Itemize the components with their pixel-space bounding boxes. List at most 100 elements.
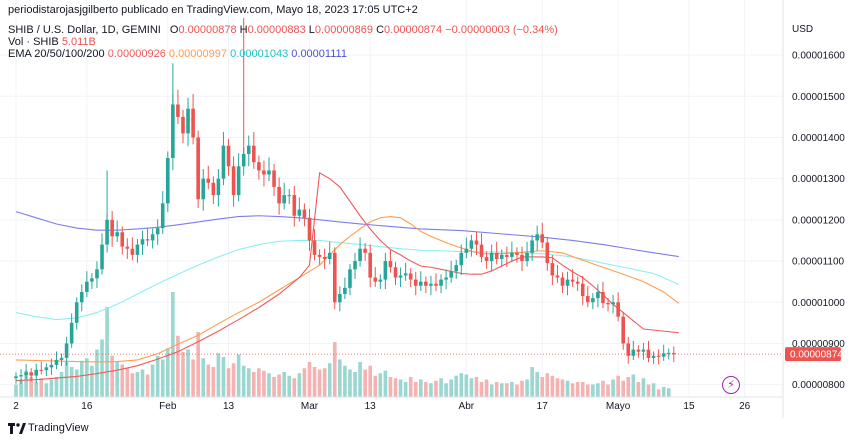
candle-body <box>39 369 44 371</box>
candle-body <box>494 252 499 259</box>
candle-body <box>252 145 256 163</box>
volume-bar <box>191 359 195 397</box>
volume-bar <box>110 355 114 397</box>
close-value: 0.00000874 <box>384 24 443 36</box>
volume-bar <box>373 375 378 397</box>
volume-label[interactable]: Vol · SHIB <box>8 36 59 48</box>
x-tick-label: 2 <box>13 401 19 412</box>
candle-body <box>585 296 590 303</box>
symbol-name[interactable]: SHIB / U.S. Dollar, 1D, GEMINI <box>8 24 161 36</box>
candle-body <box>555 275 560 278</box>
candle-body <box>449 271 453 278</box>
candle-body <box>596 291 600 299</box>
flash-icon[interactable]: ⚡ <box>722 376 740 394</box>
candle-body <box>246 145 251 154</box>
volume-bar <box>434 380 438 397</box>
candle-body <box>651 355 656 358</box>
candle-body <box>24 372 28 376</box>
volume-bar <box>145 374 150 397</box>
candle-body <box>373 277 378 282</box>
volume-bar <box>626 377 631 397</box>
tradingview-brand[interactable]: TradingView <box>28 422 89 434</box>
open-value: 0.00000878 <box>178 24 237 36</box>
ema-label[interactable]: EMA 20/50/100/200 <box>8 48 105 60</box>
candle-body <box>474 240 479 245</box>
volume-bar <box>459 373 464 397</box>
open-label: O <box>169 24 179 36</box>
change-value: −0.00000003 (−0.34%) <box>445 24 558 36</box>
volume-bar <box>393 378 398 397</box>
volume-bar <box>413 382 418 397</box>
volume-bar <box>49 379 54 397</box>
candlesticks <box>0 18 783 384</box>
volume-bar <box>646 384 651 397</box>
x-tick-label: Mar <box>301 401 319 412</box>
tradingview-logo-icon <box>8 423 26 434</box>
candle-body <box>535 234 539 241</box>
candle-body <box>287 195 292 197</box>
candle-body <box>510 252 514 257</box>
volume-bar <box>565 380 570 397</box>
candle-body <box>601 291 605 304</box>
candle-body <box>64 343 69 358</box>
volume-bar <box>469 378 474 397</box>
volume-bar <box>216 353 221 397</box>
volume-bar <box>241 365 246 397</box>
candle-body <box>413 279 418 286</box>
volume-bar <box>343 365 347 397</box>
candle-body <box>29 372 33 376</box>
volume-bar <box>479 382 484 397</box>
candle-body <box>332 252 337 303</box>
candle-body <box>262 170 266 175</box>
volume-bar <box>327 363 332 397</box>
candle-body <box>338 294 342 303</box>
volume-bar <box>287 375 292 397</box>
volume-bar <box>515 384 519 397</box>
volume-bar <box>79 360 84 397</box>
candle-body <box>155 228 160 235</box>
candle-body <box>44 367 49 371</box>
volume-bar <box>444 383 448 397</box>
candle-body <box>95 269 99 279</box>
candle-body <box>100 244 104 270</box>
candle-body <box>49 364 54 368</box>
candle-body <box>160 203 165 229</box>
y-tick-label: 0.00001200 <box>792 215 845 226</box>
ema20-value: 0.00000926 <box>107 48 166 60</box>
y-tick-label: 0.00001500 <box>792 92 845 103</box>
candle-body <box>216 178 221 196</box>
candle-body <box>479 244 484 257</box>
candle-body <box>105 219 109 245</box>
candle-body <box>505 254 509 257</box>
candle-body <box>74 302 79 323</box>
candle-body <box>241 153 246 167</box>
volume-bar <box>150 364 155 397</box>
volume-bar <box>135 372 140 397</box>
volume-bar <box>34 382 39 397</box>
volume-bar <box>606 384 610 397</box>
y-tick-label: 0.00001300 <box>792 174 845 185</box>
candle-body <box>408 273 413 280</box>
candle-body <box>499 254 504 259</box>
volume-bars <box>14 292 671 397</box>
candle-body <box>140 239 145 245</box>
volume-bar <box>525 379 529 397</box>
x-tick-label: 13 <box>365 401 377 412</box>
volume-bar <box>312 367 317 397</box>
volume-bar <box>267 373 271 397</box>
volume-bar <box>530 367 534 397</box>
volume-bar <box>505 383 509 397</box>
candle-body <box>378 279 383 282</box>
volume-bar <box>591 384 595 397</box>
candle-body <box>580 283 585 297</box>
volume-bar <box>90 365 94 397</box>
candle-body <box>201 178 206 200</box>
y-tick-label: 0.00001600 <box>792 51 845 62</box>
time-axis[interactable]: 2 16 Feb 13 Mar 13 Abr 17 Mayo 15 26 <box>13 401 750 412</box>
candle-body <box>226 145 231 167</box>
price-axis[interactable]: 0.00000800 0.00000900 0.00001000 0.00001100… <box>792 51 845 392</box>
y-tick-label: 0.00000900 <box>792 339 845 350</box>
candle-body <box>257 162 261 171</box>
volume-bar <box>39 378 44 397</box>
